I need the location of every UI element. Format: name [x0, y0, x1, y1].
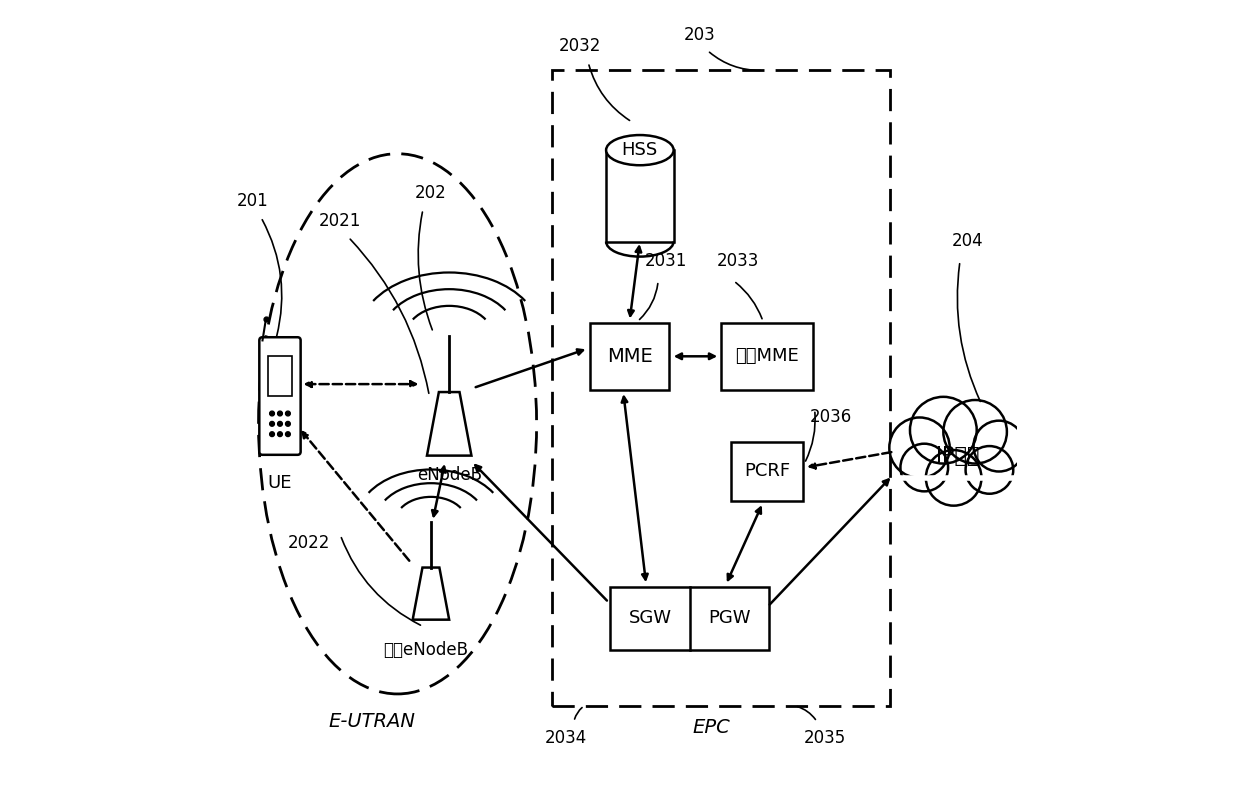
FancyBboxPatch shape	[268, 356, 291, 396]
Circle shape	[269, 422, 274, 426]
Text: 其它MME: 其它MME	[735, 347, 799, 366]
Text: 203: 203	[683, 26, 715, 43]
Text: 2035: 2035	[804, 729, 846, 746]
Text: HSS: HSS	[621, 141, 658, 159]
Text: UE: UE	[268, 474, 293, 493]
Text: 2031: 2031	[645, 252, 687, 270]
Text: MME: MME	[606, 347, 652, 366]
Text: eNodeB: eNodeB	[417, 466, 481, 485]
Circle shape	[889, 418, 950, 478]
Circle shape	[285, 422, 290, 426]
Circle shape	[269, 432, 274, 437]
Text: 204: 204	[952, 232, 983, 250]
Text: E-UTRAN: E-UTRAN	[329, 712, 415, 731]
Text: EPC: EPC	[692, 718, 730, 737]
Text: 201: 201	[237, 192, 269, 210]
Circle shape	[285, 432, 290, 437]
Ellipse shape	[606, 135, 673, 166]
Text: SGW: SGW	[629, 610, 672, 627]
Polygon shape	[413, 567, 449, 620]
Circle shape	[278, 422, 283, 426]
Text: 2033: 2033	[717, 252, 759, 270]
Circle shape	[278, 411, 283, 416]
Text: IP业务: IP业务	[936, 446, 980, 466]
FancyBboxPatch shape	[610, 586, 769, 650]
Circle shape	[973, 421, 1024, 471]
FancyBboxPatch shape	[590, 322, 670, 390]
Text: 2032: 2032	[559, 38, 601, 55]
Circle shape	[906, 404, 1009, 507]
Text: PCRF: PCRF	[744, 462, 790, 481]
Text: 2036: 2036	[810, 409, 852, 426]
Circle shape	[269, 411, 274, 416]
Circle shape	[278, 432, 283, 437]
Circle shape	[285, 411, 290, 416]
Text: 其它eNodeB: 其它eNodeB	[383, 642, 467, 659]
FancyBboxPatch shape	[606, 150, 673, 242]
Circle shape	[910, 397, 977, 463]
Text: 2022: 2022	[288, 534, 330, 552]
FancyBboxPatch shape	[259, 338, 300, 455]
Text: 202: 202	[415, 185, 446, 202]
Text: PGW: PGW	[708, 610, 751, 627]
Circle shape	[966, 446, 1013, 494]
Polygon shape	[427, 392, 471, 456]
FancyBboxPatch shape	[722, 322, 812, 390]
Text: 2034: 2034	[544, 729, 587, 746]
FancyBboxPatch shape	[732, 442, 802, 502]
Circle shape	[944, 400, 1007, 463]
Text: 2021: 2021	[319, 212, 362, 230]
Circle shape	[900, 444, 949, 491]
Circle shape	[926, 450, 982, 506]
